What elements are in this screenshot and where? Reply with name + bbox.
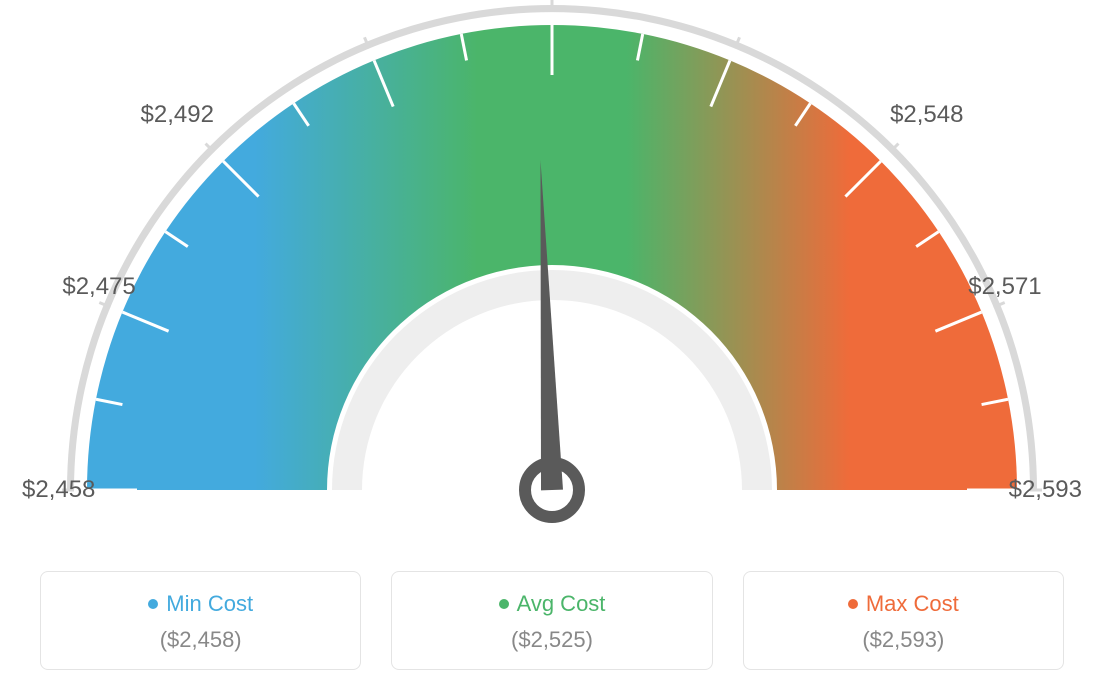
legend-dot-min	[148, 599, 158, 609]
gauge-area: $2,458$2,475$2,492$2,525$2,548$2,571$2,5…	[0, 0, 1104, 520]
legend-card-max: Max Cost ($2,593)	[743, 571, 1064, 670]
legend-row: Min Cost ($2,458) Avg Cost ($2,525) Max …	[40, 571, 1064, 670]
gauge-chart	[0, 0, 1104, 540]
legend-title-min: Min Cost	[166, 591, 253, 616]
gauge-tick-label: $2,492	[141, 101, 214, 129]
legend-dot-avg	[499, 599, 509, 609]
gauge-tick-label: $2,475	[62, 273, 135, 301]
cost-gauge-container: $2,458$2,475$2,492$2,525$2,548$2,571$2,5…	[0, 0, 1104, 690]
gauge-tick-label: $2,593	[1009, 476, 1082, 504]
gauge-tick-label: $2,458	[22, 476, 95, 504]
legend-card-min: Min Cost ($2,458)	[40, 571, 361, 670]
legend-value-max: ($2,593)	[754, 627, 1053, 653]
gauge-tick-label: $2,548	[890, 101, 963, 129]
legend-value-min: ($2,458)	[51, 627, 350, 653]
gauge-tick-label: $2,571	[968, 273, 1041, 301]
legend-value-avg: ($2,525)	[402, 627, 701, 653]
legend-card-avg: Avg Cost ($2,525)	[391, 571, 712, 670]
legend-title-max: Max Cost	[866, 591, 959, 616]
legend-dot-max	[848, 599, 858, 609]
legend-title-avg: Avg Cost	[517, 591, 606, 616]
